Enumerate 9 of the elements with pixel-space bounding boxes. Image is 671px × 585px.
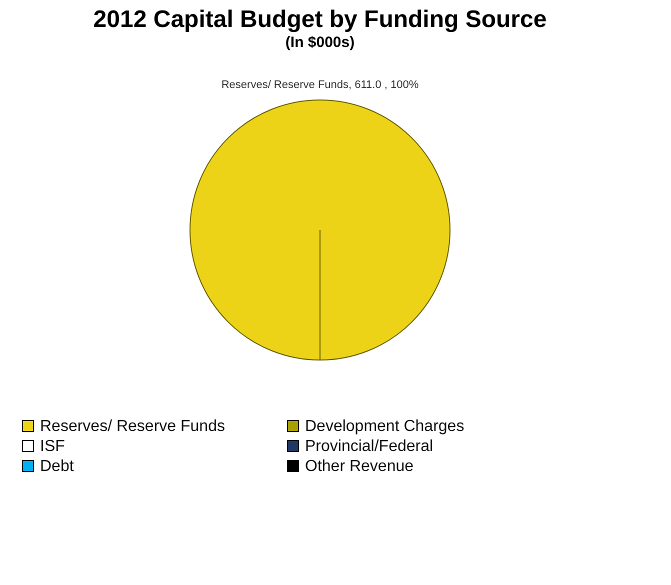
legend-label: Reserves/ Reserve Funds xyxy=(40,418,225,435)
legend-label: Provincial/Federal xyxy=(305,438,434,455)
chart-title: 2012 Capital Budget by Funding Source xyxy=(93,6,547,33)
data-label: Reserves/ Reserve Funds, 611.0 , 100% xyxy=(221,79,419,91)
legend-label: Development Charges xyxy=(305,418,464,435)
legend-label: Other Revenue xyxy=(305,458,414,475)
chart-subtitle: (In $000s) xyxy=(285,34,355,51)
legend-label: Debt xyxy=(40,458,74,475)
legend-label: ISF xyxy=(40,438,66,455)
